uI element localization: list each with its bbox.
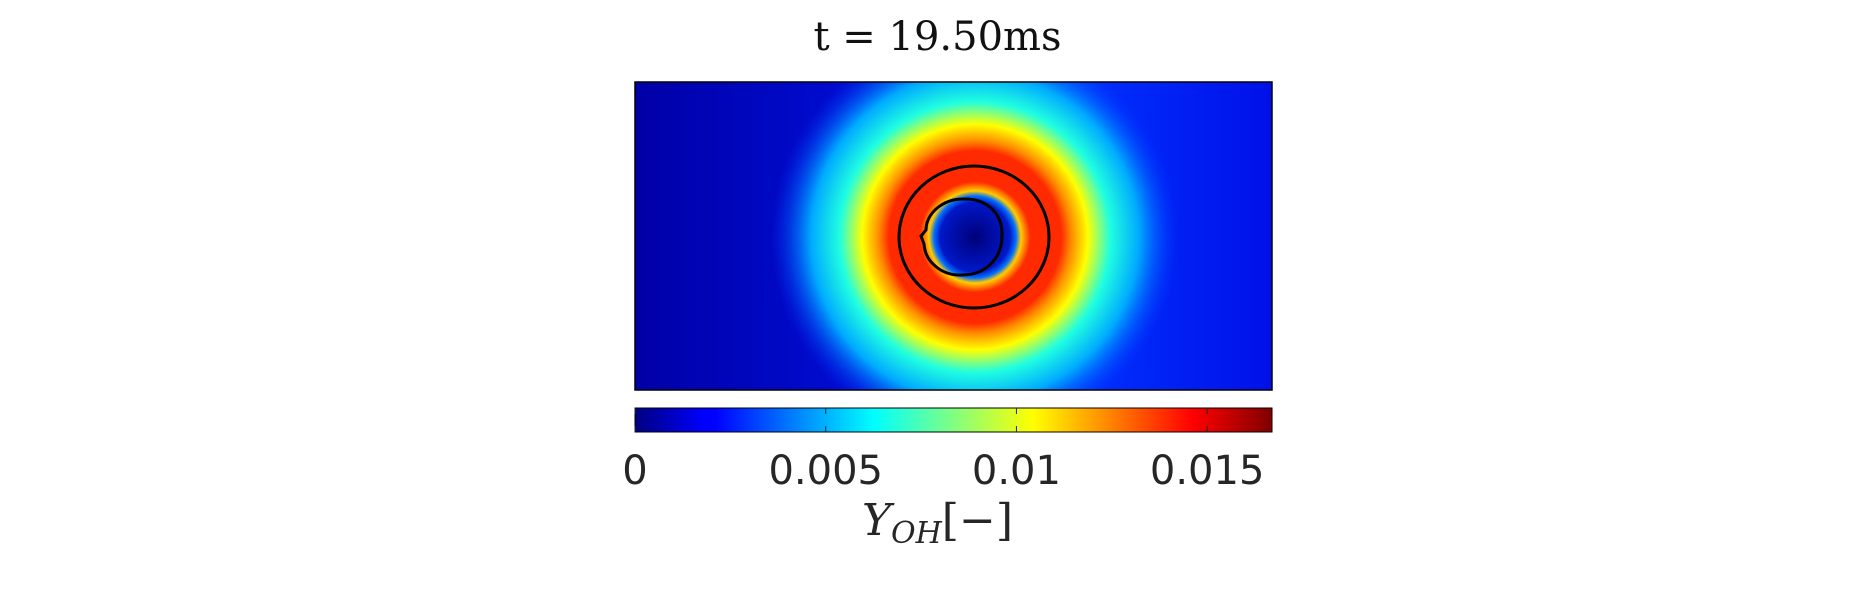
colorbar-label-subscript: OH [891, 516, 942, 551]
plot-frame [634, 81, 1273, 391]
colorbar-label-symbol: Y [861, 495, 892, 546]
heatmap-field [635, 82, 1272, 390]
colorbar-label: YOH[−] [0, 495, 1875, 551]
colorbar-tick-labels: 0 0.005 0.01 0.015 [622, 448, 1264, 494]
inner-contour [919, 197, 1004, 277]
chart-title: t = 19.50ms [813, 14, 1062, 60]
colorbar-ticks [634, 408, 1208, 432]
colorbar-tick-label: 0.015 [1150, 448, 1265, 494]
colorbar-label-units: [−] [941, 495, 1013, 546]
colorbar-tick-label: 0.005 [768, 448, 883, 494]
colorbar-tick-label: 0.01 [972, 448, 1061, 494]
colorbar-tick-label: 0 [622, 448, 647, 494]
outer-contour [897, 164, 1051, 310]
colorbar [634, 407, 1273, 433]
